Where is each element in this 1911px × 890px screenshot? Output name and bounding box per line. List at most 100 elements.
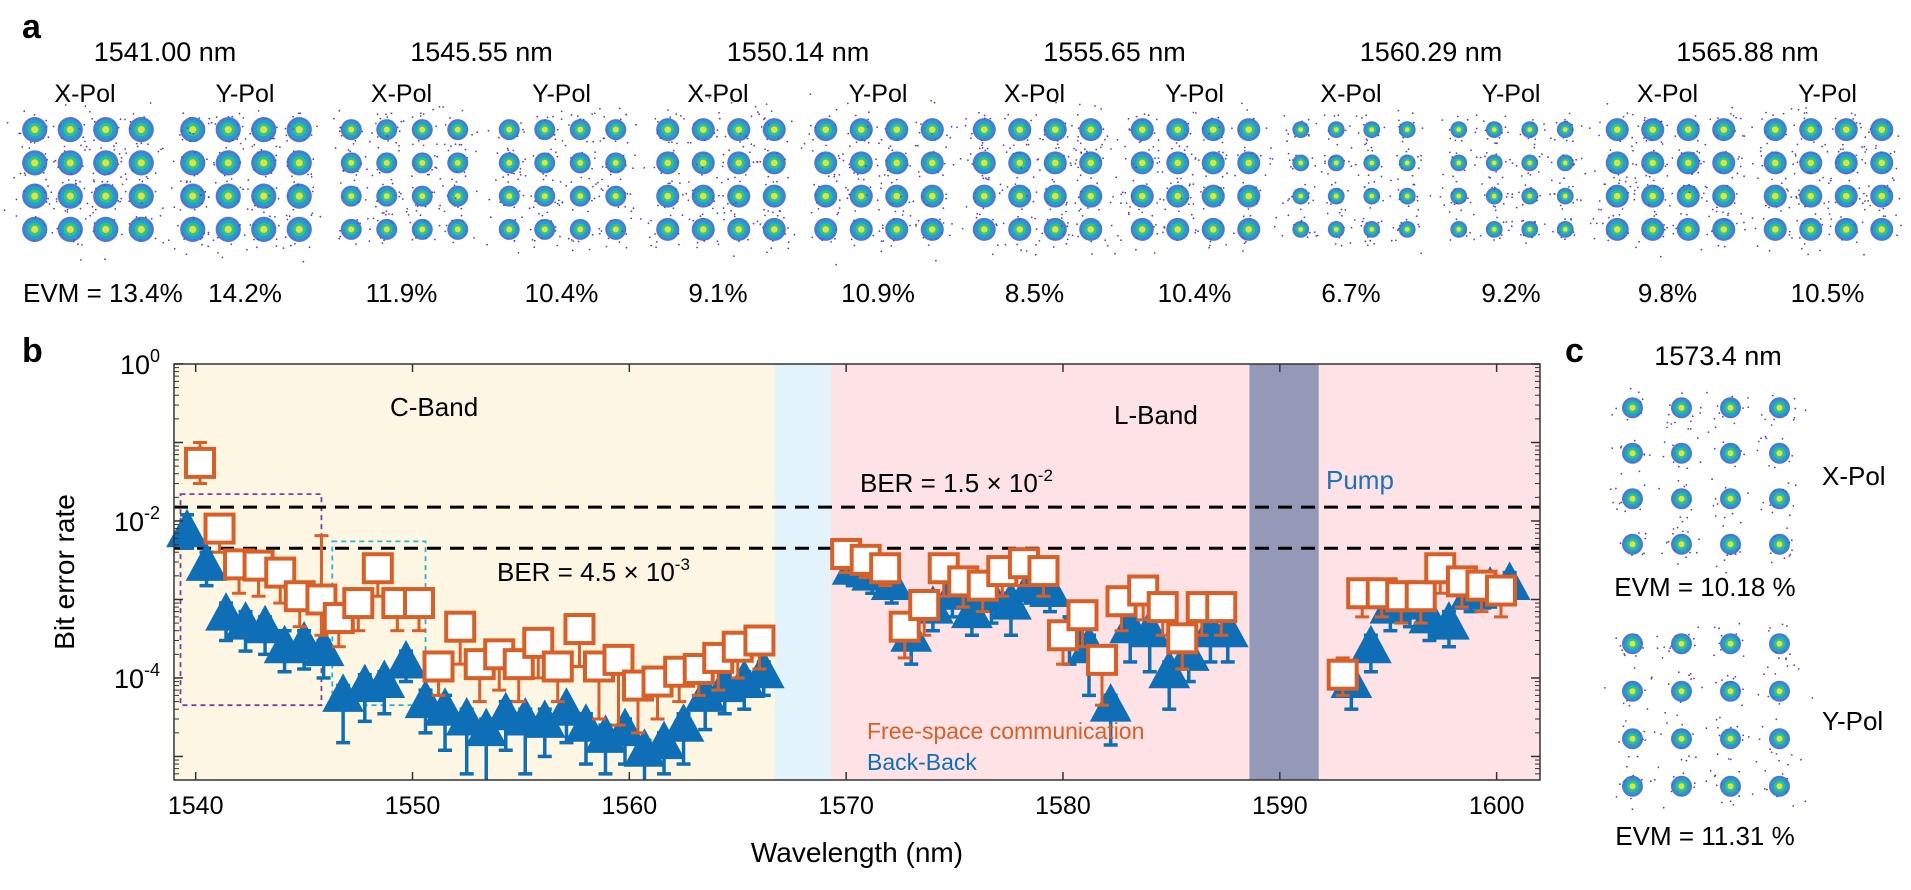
fso-point xyxy=(908,589,941,622)
evm-y-value: 10.5% xyxy=(1791,278,1865,308)
cband-label: C-Band xyxy=(390,392,478,422)
legend-bb: Back-Back xyxy=(867,749,977,775)
fso-point xyxy=(869,552,902,585)
constellation-y-pol xyxy=(170,84,322,263)
bb-point xyxy=(185,542,228,581)
fso-point xyxy=(264,556,297,589)
fso-point xyxy=(203,512,236,545)
fso-point xyxy=(1205,591,1238,624)
fso-point xyxy=(602,643,635,676)
bb-point xyxy=(244,604,286,644)
bb-point xyxy=(951,589,993,629)
panel-c-constellation-y-pol xyxy=(1604,622,1814,811)
y-tick-label: 100 xyxy=(120,346,160,380)
constellation-y-pol xyxy=(1751,107,1902,256)
panel-label-c: c xyxy=(1565,332,1584,370)
bb-point xyxy=(166,508,208,548)
x-tick-label: 1550 xyxy=(385,792,441,820)
evm-y-value: 9.2% xyxy=(1481,278,1540,308)
y-pol-label: Y-Pol xyxy=(1165,80,1224,108)
group-wavelength: 1565.88 nm xyxy=(1676,37,1819,67)
bb-point xyxy=(424,687,466,726)
x-tick-label: 1600 xyxy=(1469,792,1525,820)
panel-c-constellation-x-pol xyxy=(1609,387,1807,582)
bb-point xyxy=(604,707,646,747)
x-axis-title: Wavelength (nm) xyxy=(751,837,963,868)
x-pol-label: X-Pol xyxy=(371,80,432,108)
bb-point xyxy=(385,639,427,679)
bb-point xyxy=(545,687,588,726)
panel-c-wavelength: 1573.4 nm xyxy=(1654,341,1782,371)
fso-point xyxy=(1086,643,1119,676)
fso-point xyxy=(422,650,455,683)
constellation-y-pol xyxy=(476,107,642,254)
bb-point xyxy=(1428,601,1470,640)
evm-x-value: 6.7% xyxy=(1321,278,1380,308)
evm-y-value: 10.4% xyxy=(1158,278,1232,308)
fso-point xyxy=(1166,622,1199,655)
panel-a-constellations: 1541.00 nm X-Pol Y-Pol EVM = 13.4% 14.2% 1545… xyxy=(3,37,1902,308)
lband-label: L-Band xyxy=(1114,400,1198,430)
evm-x-value: 9.8% xyxy=(1638,278,1697,308)
evm-x-value: 8.5% xyxy=(1005,278,1064,308)
group-wavelength: 1560.29 nm xyxy=(1360,37,1503,67)
threshold-label-2: BER = 4.5 × 10-3 xyxy=(497,555,690,587)
y-tick-label: 10-2 xyxy=(114,503,160,537)
ber-series xyxy=(166,440,1531,780)
ber-thresholds xyxy=(174,505,1540,550)
bb-point xyxy=(684,673,727,712)
x-pol-label: X-Pol xyxy=(1637,80,1698,108)
fso-point xyxy=(1066,599,1099,632)
fso-point xyxy=(444,610,477,643)
fso-point xyxy=(1027,555,1060,588)
bb-point xyxy=(523,699,566,738)
fso-point xyxy=(1326,658,1359,691)
x-tick-label: 1590 xyxy=(1252,792,1308,820)
bb-point xyxy=(363,659,406,699)
fso-point xyxy=(1484,574,1517,607)
fso-point xyxy=(305,583,338,616)
y-pol-label: Y-Pol xyxy=(1482,80,1541,108)
bb-point xyxy=(465,707,508,747)
constellation-y-pol xyxy=(1101,102,1284,254)
y-tick-label: 10-4 xyxy=(114,660,160,694)
bb-point xyxy=(322,673,365,712)
x-pol-label: X-Pol xyxy=(54,80,115,108)
fso-point xyxy=(1404,580,1437,613)
constellation-x-pol xyxy=(956,101,1127,256)
group-wavelength: 1555.65 nm xyxy=(1043,37,1186,67)
y-pol-label: Y-Pol xyxy=(216,80,275,108)
fso-point xyxy=(342,587,375,620)
fso-point xyxy=(563,613,596,646)
fso-point xyxy=(1146,591,1179,624)
bb-point xyxy=(662,703,705,742)
evm-y-value: 10.4% xyxy=(525,278,599,308)
evm-y-value: 10.9% xyxy=(841,278,915,308)
constellation-x-pol xyxy=(1588,102,1754,258)
bb-point xyxy=(1349,624,1392,664)
group-wavelength: 1545.55 nm xyxy=(410,37,553,67)
panel-label-a: a xyxy=(22,8,42,46)
y-pol-label: Y-Pol xyxy=(1798,80,1857,108)
constellation-y-pol xyxy=(1439,112,1587,245)
bb-point xyxy=(1128,608,1171,648)
fso-point xyxy=(403,587,436,620)
y-axis-title: Bit error rate xyxy=(49,494,80,650)
bb-point xyxy=(302,627,345,667)
evm-x-value: 11.9% xyxy=(366,278,438,308)
panel-label-b: b xyxy=(22,332,43,370)
constellation-x-pol xyxy=(621,97,796,257)
group-wavelength: 1541.00 nm xyxy=(94,37,237,67)
panel-c-constellations: 1573.4 nm X-Pol EVM = 10.18 % Y-Pol EVM … xyxy=(1604,341,1886,851)
x-tick-label: 1560 xyxy=(602,792,658,820)
evm-x-value: EVM = 13.4% xyxy=(23,278,183,308)
threshold-label-1: BER = 1.5 × 10-2 xyxy=(860,466,1053,498)
bb-point xyxy=(1089,683,1132,722)
fso-point xyxy=(541,650,574,683)
constellation-x-pol xyxy=(3,94,179,261)
panel-c-dots xyxy=(1604,387,1814,811)
y-pol-label: Y-Pol xyxy=(532,80,591,108)
panel-b-ber-chart: 1540 1550 1560 1570 1580 1590 160010010-210-4 … xyxy=(49,346,1541,868)
legend-fso: Free-space communication xyxy=(867,718,1144,744)
constellation-x-pol xyxy=(1270,109,1432,255)
